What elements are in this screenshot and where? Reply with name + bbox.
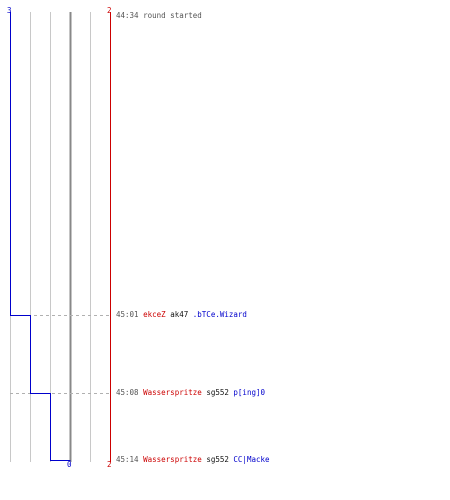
- team2-step-line: [10, 12, 71, 461]
- bottom-center-count: 0: [67, 460, 72, 469]
- weapon-name: sg552: [206, 455, 229, 464]
- bottom-right-count: 2: [107, 460, 112, 469]
- event-text: round started: [143, 11, 202, 20]
- top-right-count: 2: [107, 6, 112, 15]
- victim-name: .bTCe.Wizard: [192, 310, 247, 319]
- event-time: 45:01: [116, 310, 139, 319]
- event-kill: 45:08 Wasserspritze sg552 p[ing]0: [116, 388, 265, 398]
- event-kill: 45:14 Wasserspritze sg552 CC|Macke: [116, 455, 270, 465]
- event-kill: 45:01 ekceZ ak47 .bTCe.Wizard: [116, 310, 247, 320]
- victim-name: p[ing]0: [233, 388, 266, 397]
- event-time: 44:34: [116, 11, 139, 20]
- victim-name: CC|Macke: [233, 455, 270, 464]
- killer-name: Wasserspritze: [143, 455, 202, 464]
- top-left-count: 3: [7, 6, 12, 15]
- event-round-start: 44:34 round started: [116, 11, 202, 21]
- event-time: 45:08: [116, 388, 139, 397]
- killer-name: ekceZ: [143, 310, 166, 319]
- killer-name: Wasserspritze: [143, 388, 202, 397]
- weapon-name: ak47: [170, 310, 189, 319]
- weapon-name: sg552: [206, 388, 229, 397]
- event-time: 45:14: [116, 455, 139, 464]
